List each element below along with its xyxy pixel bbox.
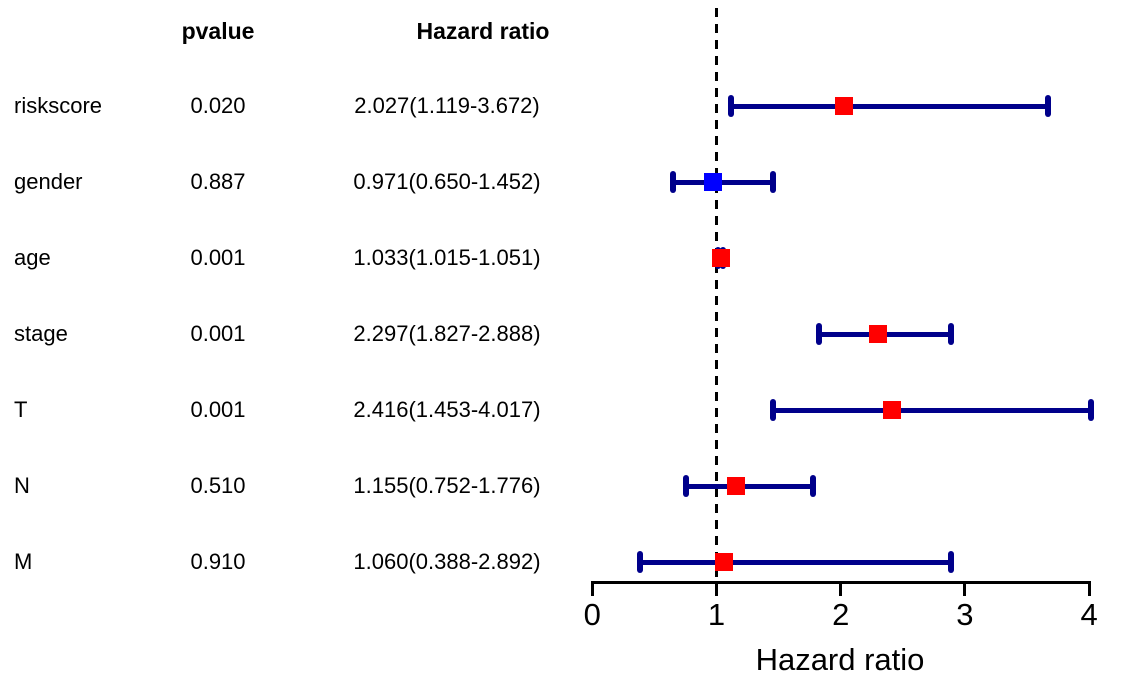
row-hazard-ratio-ci-text: 2.416(1.453-4.017)	[353, 397, 541, 422]
row-hazard-ratio-ci-text: 2.027(1.119-3.672)	[354, 93, 540, 118]
x-axis-tick	[1087, 584, 1091, 596]
row-pvalue-value: 0.001	[190, 397, 246, 422]
hazard-ratio-marker	[835, 97, 854, 115]
x-axis-tick-label: 1	[707, 597, 726, 632]
x-axis-tick	[590, 584, 594, 596]
confidence-interval-bar	[673, 179, 773, 185]
row-variable-label: T	[14, 397, 28, 422]
row-hazard-ratio-ci-text: 1.033(1.015-1.051)	[353, 245, 541, 270]
ci-cap-left	[816, 323, 823, 345]
x-axis-line	[590, 581, 1091, 584]
hazard-ratio-marker	[703, 173, 722, 191]
row-hazard-ratio-ci-text: 2.297(1.827-2.888)	[353, 321, 541, 346]
confidence-interval-bar	[685, 483, 813, 489]
row-hazard-ratio-ci-text: 1.060(0.388-2.892)	[353, 549, 541, 574]
row-pvalue-value: 0.001	[190, 245, 246, 270]
hazard-ratio-marker	[711, 249, 730, 267]
x-axis-tick	[715, 584, 718, 596]
ci-cap-right	[1045, 95, 1052, 117]
row-hazard-ratio-ci-text: 1.155(0.752-1.776)	[353, 473, 541, 498]
ci-cap-left	[682, 475, 689, 497]
ci-cap-left	[769, 399, 776, 421]
hazard-ratio-marker	[714, 553, 733, 571]
row-pvalue-value: 0.020	[190, 93, 246, 118]
confidence-interval-bar	[640, 559, 952, 565]
reference-line-hr-1	[715, 8, 718, 581]
ci-cap-right	[809, 475, 816, 497]
row-pvalue-value: 0.001	[190, 321, 246, 346]
row-pvalue-value: 0.510	[190, 473, 246, 498]
column-header-hazard-ratio: Hazard ratio	[416, 18, 550, 44]
x-axis-tick-label: 0	[583, 597, 601, 632]
x-axis-tick-label: 3	[956, 597, 974, 632]
row-pvalue-value: 0.910	[190, 549, 246, 574]
x-axis-tick-label: 2	[832, 597, 850, 632]
row-variable-label: riskscore	[14, 93, 103, 118]
ci-cap-right	[769, 171, 776, 193]
column-header-pvalue: pvalue	[181, 18, 255, 44]
row-variable-label: age	[14, 245, 51, 270]
row-variable-label: N	[14, 473, 30, 498]
row-variable-label: stage	[14, 321, 68, 346]
ci-cap-right	[1088, 399, 1095, 421]
row-hazard-ratio-ci-text: 0.971(0.650-1.452)	[353, 169, 541, 194]
hazard-ratio-marker	[726, 477, 745, 495]
x-axis-tick	[839, 584, 843, 596]
confidence-interval-bar	[772, 407, 1092, 413]
x-axis-tick-label: 4	[1080, 597, 1098, 632]
row-variable-label: M	[14, 549, 33, 574]
hazard-ratio-marker	[883, 401, 902, 419]
ci-cap-left	[728, 95, 735, 117]
x-axis-tick	[963, 584, 967, 596]
ci-cap-right	[947, 323, 954, 345]
confidence-interval-bar	[731, 103, 1049, 109]
ci-cap-right	[948, 551, 955, 573]
ci-cap-left	[670, 171, 677, 193]
hazard-ratio-marker	[868, 325, 887, 343]
ci-cap-left	[637, 551, 644, 573]
x-axis-title: Hazard ratio	[755, 642, 925, 677]
row-variable-label: gender	[14, 169, 83, 194]
row-pvalue-value: 0.887	[190, 169, 246, 194]
